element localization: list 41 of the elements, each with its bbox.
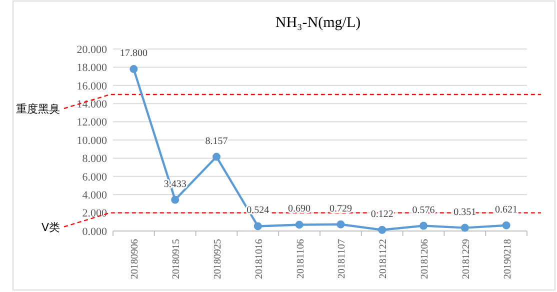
data-label: 0.576: [412, 204, 435, 216]
point: [502, 221, 510, 230]
point: [378, 226, 386, 234]
x-tick-label: 20181016: [254, 239, 265, 279]
y-tick-label: 16.000: [76, 80, 108, 92]
y-tick-label: 14.000: [76, 98, 108, 110]
point: [254, 222, 262, 230]
y-tick-label: 0.000: [82, 226, 108, 238]
y-tick-label: 8.000: [82, 153, 108, 166]
data-label: 8.157: [205, 136, 228, 147]
y-tick-label: 20.000: [76, 44, 108, 56]
y-tick-label: 4.000: [82, 189, 108, 202]
x-tick-label: 20180906: [130, 239, 141, 279]
x-tick-label: 20181106: [295, 239, 306, 279]
x-tick-label: 20181122: [378, 239, 390, 279]
x-tick-label: 20180915: [171, 239, 182, 279]
data-label: 0.729: [329, 203, 352, 214]
x-tick-label: 20180925: [212, 239, 224, 279]
point: [336, 220, 345, 228]
ref-line-label: V类: [41, 220, 60, 234]
x-tick-label: 20181206: [420, 239, 430, 279]
data-label: 17.800: [120, 48, 148, 60]
y-tick-label: 10.000: [76, 134, 108, 147]
data-label: 0.122: [370, 208, 394, 220]
point: [130, 65, 138, 74]
data-label: 0.690: [288, 204, 311, 215]
point: [212, 152, 220, 161]
y-tick-label: 6.000: [82, 171, 108, 184]
x-tick-label: 20181229: [460, 239, 472, 279]
point: [420, 222, 428, 230]
x-tick-label: 20181107: [336, 239, 348, 279]
x-tick-label: 20190218: [502, 239, 514, 279]
point: [460, 224, 469, 232]
data-label: 0.621: [495, 204, 518, 216]
data-label: 0.351: [454, 206, 476, 218]
point: [295, 220, 304, 229]
y-tick-label: 12.000: [76, 116, 108, 129]
ref-line-label: 重度黑臭: [16, 102, 60, 116]
chart-title: NH₃-N(mg/L): [275, 15, 361, 31]
point: [171, 196, 180, 204]
y-tick-label: 18.000: [76, 62, 108, 74]
